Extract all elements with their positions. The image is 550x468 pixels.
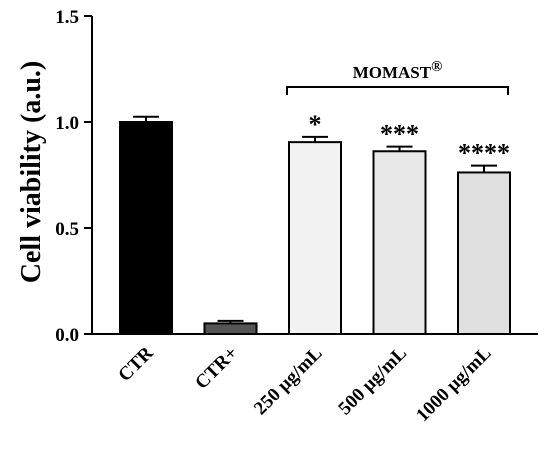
x-category-label: CTR+ [191, 343, 242, 394]
error-bar [471, 164, 497, 173]
bar [457, 171, 511, 335]
error-bar [302, 135, 328, 143]
bar [288, 141, 342, 335]
y-tick-label: 1.0 [55, 113, 79, 134]
significance-label: *** [380, 120, 419, 149]
y-tick-label: 0.5 [55, 219, 79, 240]
error-bar [386, 145, 413, 152]
group-bracket: MOMAST® [286, 59, 509, 95]
x-category-label: 250 μg/mL [250, 343, 327, 420]
significance-marks: * ******* [309, 110, 511, 168]
error-bar [217, 319, 244, 324]
y-tick-label: 1.5 [55, 7, 79, 28]
error-bars [133, 115, 497, 324]
bars [119, 121, 511, 335]
x-axis-labels: CTR CTR+ 250 μg/mL 500 μg/mL 1000 μg/mL [114, 342, 495, 425]
group-label: MOMAST® [353, 59, 443, 82]
x-category-label: 500 μg/mL [334, 343, 411, 420]
bar [119, 121, 173, 335]
bar [372, 150, 427, 335]
error-bar [133, 115, 159, 122]
y-axis-ticks: 0.0 0.5 1.0 1.5 [55, 7, 92, 346]
x-category-label: 1000 μg/mL [412, 343, 495, 426]
significance-label: * [309, 110, 322, 139]
significance-label: **** [458, 139, 510, 168]
x-category-label: CTR [114, 342, 157, 385]
group-bracket-line [286, 86, 509, 95]
y-axis-title: Cell viability (a.u.) [16, 61, 47, 283]
y-tick-label: 0.0 [55, 325, 79, 346]
bar [203, 322, 258, 335]
registered-mark: ® [431, 59, 442, 75]
